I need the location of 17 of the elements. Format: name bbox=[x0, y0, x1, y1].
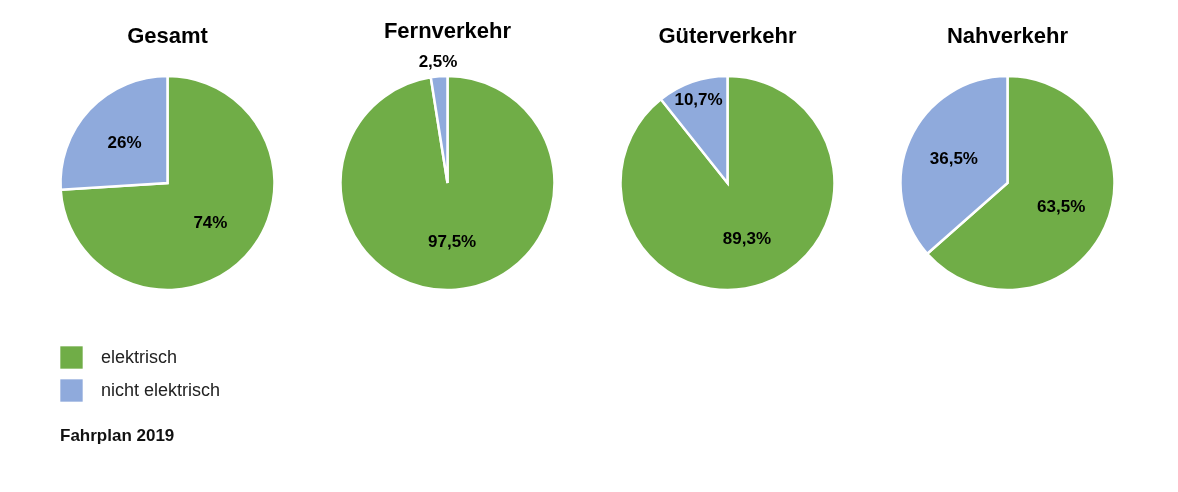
chart-title: Gesamt bbox=[127, 23, 209, 48]
data-label: 63,5% bbox=[1037, 197, 1086, 217]
text: Fahrplan 2019 bbox=[60, 426, 175, 445]
data-label: 10,7% bbox=[674, 90, 723, 110]
data-label: 26% bbox=[107, 132, 142, 152]
pie-slice bbox=[339, 74, 556, 292]
chart-title: Güterverkehr bbox=[658, 23, 798, 48]
data-label: 2,5% bbox=[418, 52, 458, 72]
legend-label: nicht elektrisch bbox=[101, 379, 221, 400]
pie-slice bbox=[59, 74, 276, 292]
data-label: 89,3% bbox=[722, 228, 772, 248]
data-label: 97,5% bbox=[428, 231, 477, 251]
data-label: 74% bbox=[193, 213, 228, 233]
legend-label: elektrisch bbox=[101, 346, 178, 367]
data-label: 36,5% bbox=[929, 148, 978, 168]
chart-title: Fernverkehr bbox=[383, 18, 512, 44]
chart-title: Nahverkehr bbox=[946, 23, 1069, 48]
